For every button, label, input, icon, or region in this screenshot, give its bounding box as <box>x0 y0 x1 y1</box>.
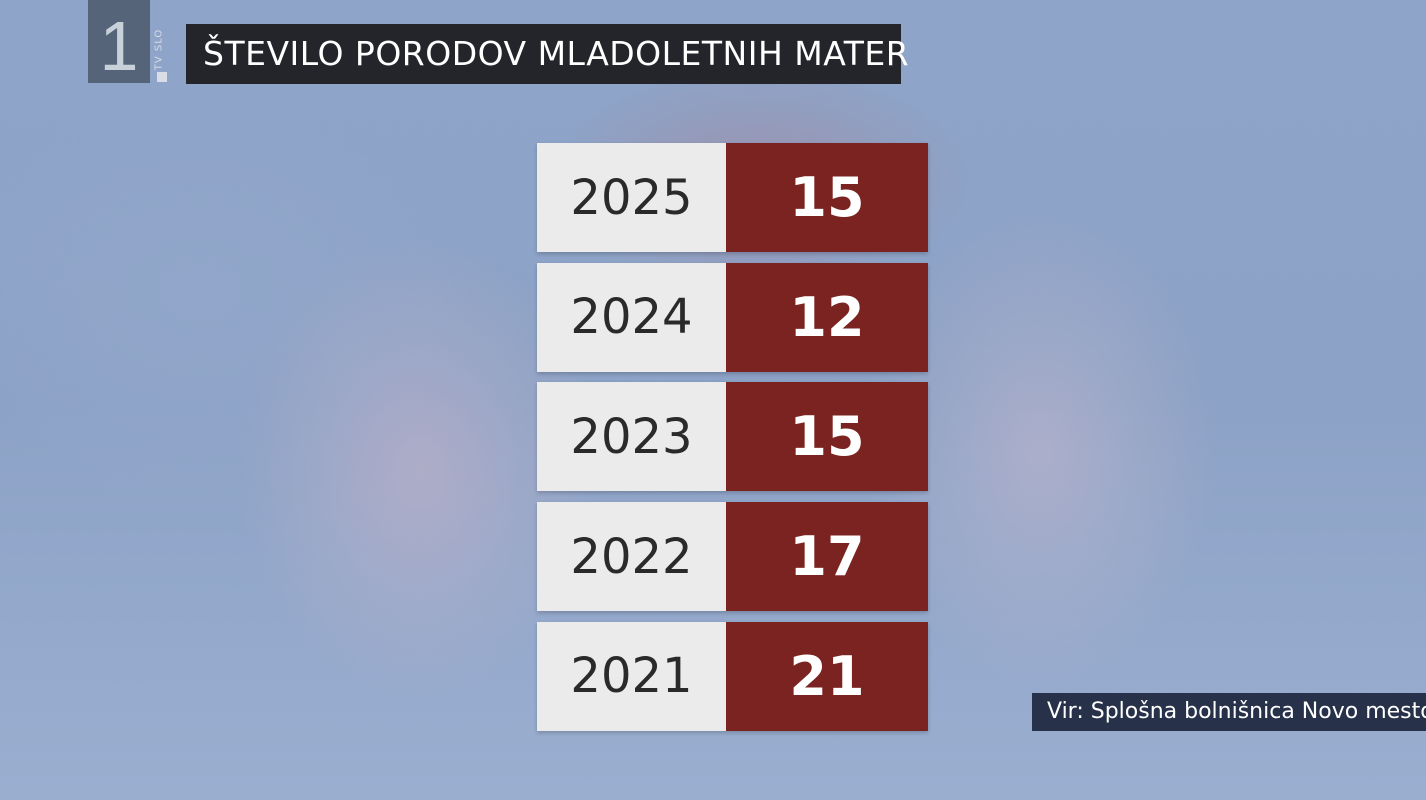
value-cell: 15 <box>726 382 928 492</box>
table-row: 2024 12 <box>537 262 928 372</box>
table-row: 2021 21 <box>537 621 928 731</box>
table-row: 2023 15 <box>537 382 928 492</box>
year-cell: 2024 <box>537 262 726 372</box>
year-cell: 2023 <box>537 382 726 492</box>
square-icon <box>157 72 167 82</box>
year-cell: 2022 <box>537 502 726 612</box>
year-cell: 2021 <box>537 621 726 731</box>
year-cell: 2025 <box>537 143 726 252</box>
value-cell: 21 <box>726 621 928 731</box>
channel-name: TV SLO <box>153 28 170 82</box>
channel-logo <box>88 0 150 83</box>
source-caption: Vir: Splošna bolnišnica Novo mesto <box>1032 693 1426 731</box>
value-cell: 15 <box>726 143 928 252</box>
table-row: 2022 17 <box>537 502 928 612</box>
value-cell: 12 <box>726 262 928 372</box>
channel-number: 1 <box>99 7 139 85</box>
value-cell: 17 <box>726 502 928 612</box>
channel-name-text: TV SLO <box>153 28 165 71</box>
table-row: 2025 15 <box>537 143 928 252</box>
graphic-title: ŠTEVILO PORODOV MLADOLETNIH MATER <box>186 24 909 84</box>
